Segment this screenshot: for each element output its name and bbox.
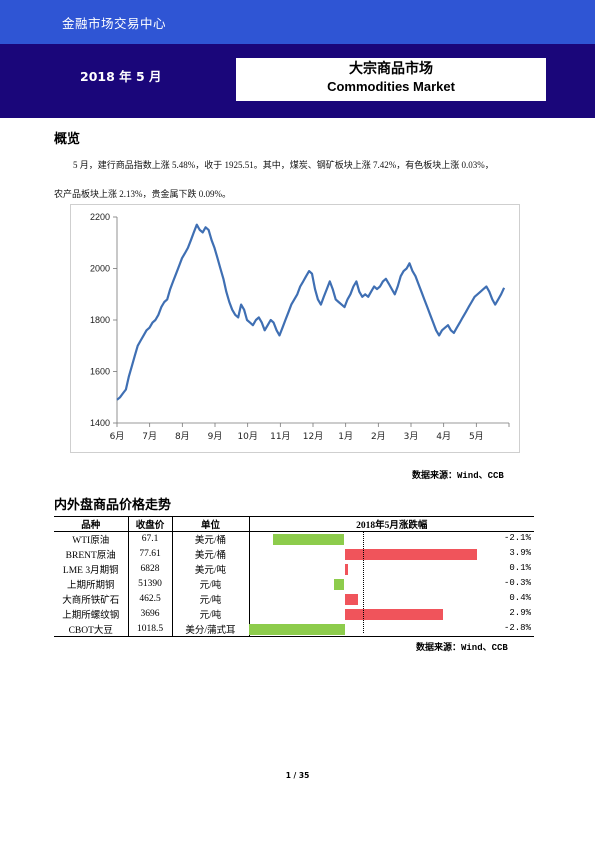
close-price: 462.5 bbox=[128, 591, 173, 607]
change-bar bbox=[249, 623, 345, 635]
change-zero-line bbox=[363, 531, 364, 633]
price-unit: 元/吨 bbox=[172, 606, 250, 622]
table-header-row: 品种 收盘价 单位 2018年5月涨跌幅 bbox=[54, 516, 534, 532]
price-unit: 美元/桶 bbox=[172, 546, 250, 562]
x-tick-label: 2月 bbox=[371, 431, 386, 442]
x-tick-label: 9月 bbox=[208, 431, 223, 442]
price-unit: 元/吨 bbox=[172, 591, 250, 607]
change-bar bbox=[344, 593, 359, 605]
change-cell: 3.9% bbox=[249, 547, 534, 562]
overview-paragraph-line1: 5 月，建行商品指数上涨 5.48%，收于 1925.51。其中，煤炭、钢矿板块… bbox=[73, 160, 494, 170]
price-unit: 美分/蒲式耳 bbox=[172, 621, 250, 637]
change-cell: -0.3% bbox=[249, 577, 534, 592]
table-row: CBOT大豆 1018.5 美分/蒲式耳 -2.8% bbox=[54, 621, 534, 637]
price-unit: 元/吨 bbox=[172, 576, 250, 592]
price-table: 品种 收盘价 单位 2018年5月涨跌幅 WTI原油 67.1 美元/桶 -2.1% B… bbox=[54, 516, 534, 637]
commodity-index-chart: 1400 1600 1800 2000 2200 6月 7月 8月 9月 10月 11月 12月 1月 2… bbox=[70, 204, 520, 453]
change-bar bbox=[273, 534, 345, 545]
price-unit: 美元/吨 bbox=[172, 561, 250, 577]
title-band: 2018 年 5 月 大宗商品市场 Commodities Market bbox=[0, 44, 595, 118]
change-cell: 0.1% bbox=[249, 562, 534, 577]
y-tick-label: 2200 bbox=[90, 212, 110, 222]
report-title-en: Commodities Market bbox=[327, 79, 455, 94]
change-cell: -2.8% bbox=[249, 621, 534, 637]
page-number: 1 / 35 bbox=[285, 771, 310, 780]
top-header-band: 金融市场交易中心 bbox=[0, 0, 595, 44]
y-tick-label: 2000 bbox=[90, 264, 110, 274]
table-heading: 内外盘商品价格走势 bbox=[54, 498, 172, 513]
commodity-name: 上期所期铜 bbox=[54, 576, 129, 592]
commodity-name: BRENT原油 bbox=[54, 546, 129, 562]
table-row: LME 3月期铜 6828 美元/吨 0.1% bbox=[54, 561, 534, 577]
x-tick-label: 11月 bbox=[270, 431, 290, 442]
change-bar bbox=[344, 608, 444, 620]
change-bar bbox=[344, 563, 348, 575]
report-title-cn: 大宗商品市场 bbox=[349, 61, 433, 77]
table-row: WTI原油 67.1 美元/桶 -2.1% bbox=[54, 531, 534, 547]
report-title-box: 大宗商品市场 Commodities Market bbox=[236, 58, 546, 101]
close-price: 77.61 bbox=[128, 546, 173, 562]
close-price: 1018.5 bbox=[128, 621, 173, 637]
change-value: -2.8% bbox=[503, 622, 531, 633]
commodity-name: 大商所铁矿石 bbox=[54, 591, 129, 607]
change-value: -0.3% bbox=[503, 577, 531, 588]
y-tick-label: 1400 bbox=[90, 418, 110, 428]
chart-source-note: 数据来源：Wind、CCB bbox=[412, 471, 504, 481]
y-tick-label: 1600 bbox=[90, 367, 110, 377]
change-cell: 0.4% bbox=[249, 592, 534, 607]
price-unit: 美元/桶 bbox=[172, 531, 250, 547]
close-price: 3696 bbox=[128, 606, 173, 622]
table-row: 上期所期铜 51390 元/吨 -0.3% bbox=[54, 576, 534, 592]
header-price: 收盘价 bbox=[128, 516, 173, 532]
x-tick-label: 4月 bbox=[436, 431, 451, 442]
y-tick-label: 1800 bbox=[90, 315, 110, 325]
close-price: 6828 bbox=[128, 561, 173, 577]
center-name: 金融市场交易中心 bbox=[62, 16, 167, 31]
commodity-name: LME 3月期铜 bbox=[54, 561, 129, 577]
x-tick-label: 3月 bbox=[404, 431, 419, 442]
x-tick-label: 8月 bbox=[175, 431, 190, 442]
x-tick-label: 6月 bbox=[110, 431, 125, 442]
x-tick-label: 10月 bbox=[237, 431, 257, 442]
x-tick-label: 7月 bbox=[142, 431, 157, 442]
overview-heading: 概览 bbox=[54, 132, 81, 147]
header-change: 2018年5月涨跌幅 bbox=[249, 516, 534, 532]
table-row: 大商所铁矿石 462.5 元/吨 0.4% bbox=[54, 591, 534, 607]
change-cell: -2.1% bbox=[249, 532, 534, 547]
table-row: BRENT原油 77.61 美元/桶 3.9% bbox=[54, 546, 534, 562]
table-source-note: 数据来源：Wind、CCB bbox=[416, 643, 508, 653]
close-price: 67.1 bbox=[128, 531, 173, 547]
change-bar bbox=[334, 578, 345, 590]
report-date: 2018 年 5 月 bbox=[80, 69, 162, 84]
commodity-index-chart-svg: 1400 1600 1800 2000 2200 6月 7月 8月 9月 10月 11月 12月 1月 2… bbox=[90, 212, 510, 442]
x-tick-label: 12月 bbox=[303, 431, 323, 442]
header-name: 品种 bbox=[54, 516, 129, 532]
table-row: 上期所螺纹钢 3696 元/吨 2.9% bbox=[54, 606, 534, 622]
commodity-name: CBOT大豆 bbox=[54, 621, 129, 637]
index-series-line bbox=[116, 223, 506, 401]
change-value: -2.1% bbox=[503, 533, 531, 543]
change-bar bbox=[344, 548, 478, 560]
overview-paragraph-line2: 农产品板块上涨 2.13%，贵金属下跌 0.09%。 bbox=[54, 189, 231, 199]
change-value: 0.1% bbox=[509, 562, 531, 573]
close-price: 51390 bbox=[128, 576, 173, 592]
header-unit: 单位 bbox=[172, 516, 250, 532]
change-value: 3.9% bbox=[509, 547, 531, 558]
x-tick-label: 5月 bbox=[469, 431, 484, 442]
x-tick-label: 1月 bbox=[338, 431, 353, 442]
commodity-name: WTI原油 bbox=[54, 531, 129, 547]
change-value: 2.9% bbox=[509, 607, 531, 618]
change-cell: 2.9% bbox=[249, 607, 534, 622]
change-value: 0.4% bbox=[509, 592, 531, 603]
commodity-name: 上期所螺纹钢 bbox=[54, 606, 129, 622]
